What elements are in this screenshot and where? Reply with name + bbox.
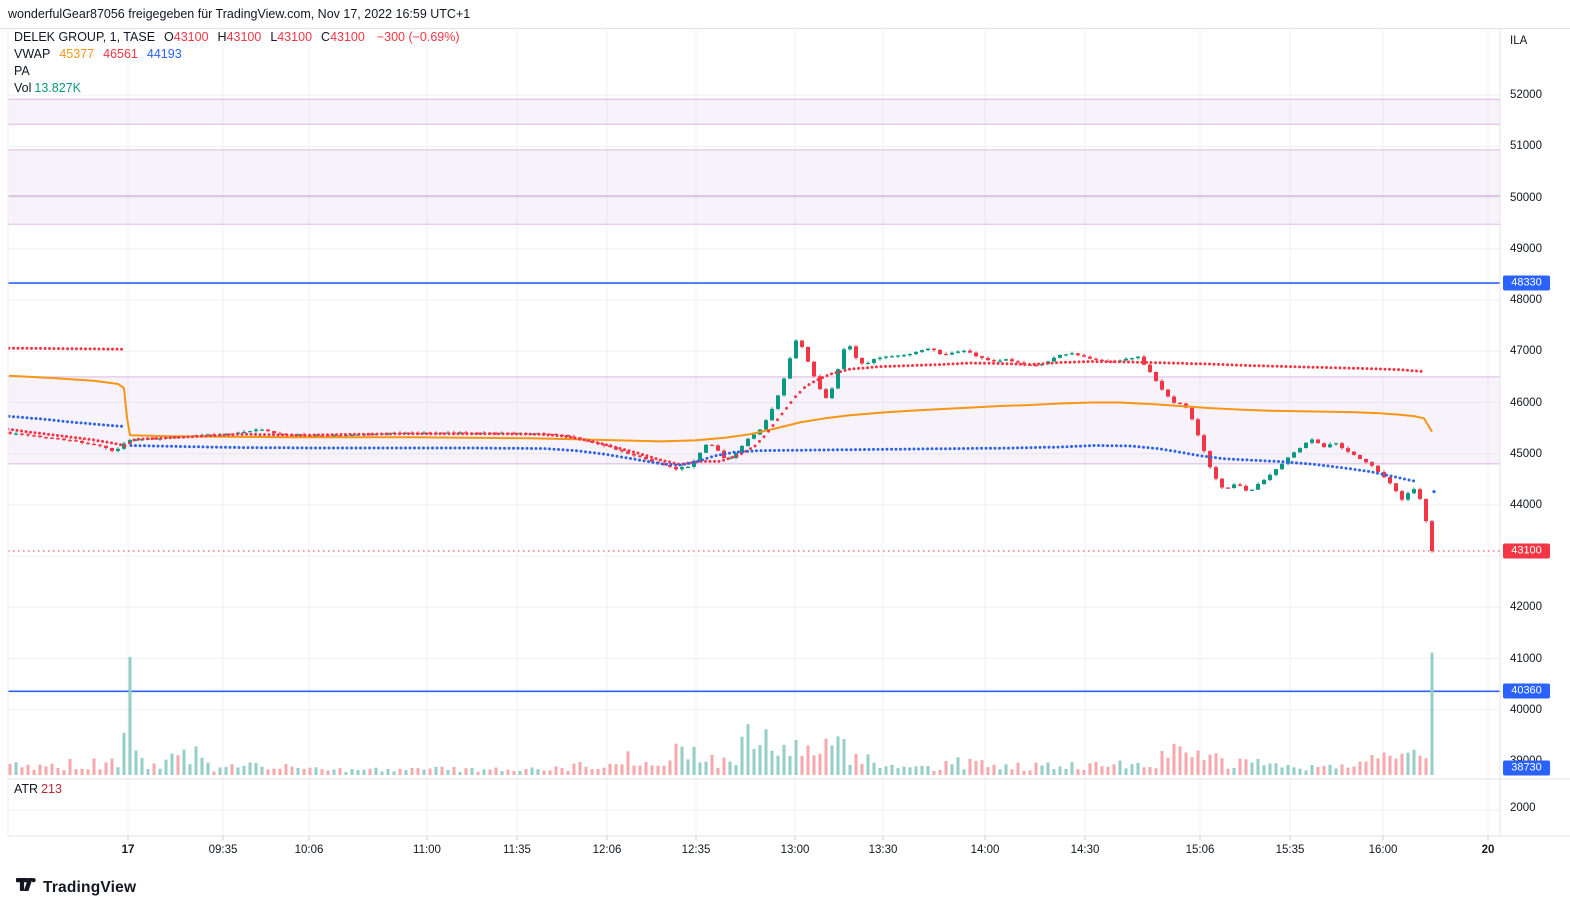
ohlc-value: 43100 <box>277 30 313 44</box>
price-axis-label: 49000 <box>1510 242 1542 255</box>
vwap-value: 46561 <box>103 47 138 61</box>
ohlc-value: 43100 <box>226 30 262 44</box>
atr-value: 213 <box>41 782 62 796</box>
time-axis-label: 15:35 <box>1275 844 1305 856</box>
price-axis-label: 41000 <box>1510 652 1542 665</box>
vwap-label: VWAP <box>14 47 51 61</box>
time-axis-label: 13:30 <box>868 844 898 856</box>
time-axis-label: 14:30 <box>1070 844 1100 856</box>
purple-bands-layer <box>8 98 1500 465</box>
pa-dotted-layer <box>8 346 1436 494</box>
price-badge-48330: 48330 <box>1503 275 1550 291</box>
pa-label: PA <box>14 64 30 78</box>
price-axis-label: 40000 <box>1510 703 1542 716</box>
ohlc-key: H <box>217 30 227 44</box>
ohlc-values: O43100 H43100 L43100 C43100 <box>158 30 368 44</box>
ohlc-key: C <box>321 30 331 44</box>
vwap-values: 45377 46561 44193 <box>53 47 184 61</box>
tradingview-brand-text: TradingView <box>43 878 137 896</box>
pane-borders-layer <box>7 28 1570 837</box>
ohlc-key: O <box>164 30 174 44</box>
legend-pa-row[interactable]: PA <box>14 64 33 78</box>
price-axis-label: 51000 <box>1510 140 1542 153</box>
price-axis-label: 45000 <box>1510 447 1542 460</box>
price-badge-40360: 40360 <box>1503 683 1550 699</box>
price-axis-label: 52000 <box>1510 89 1542 102</box>
disclaimer-text: wonderfulGear87056 freigegeben für Tradi… <box>8 7 471 21</box>
change-value: −300 (−0.69%) <box>376 30 460 44</box>
header-separator <box>0 28 1570 29</box>
currency-label: ILA <box>1510 35 1528 47</box>
price-axis-label: 50000 <box>1510 191 1542 204</box>
volume-value: 13.827K <box>34 81 81 95</box>
tradingview-logo[interactable]: TradingView <box>16 878 136 897</box>
time-axis-label: 12:35 <box>681 844 711 856</box>
time-axis-label: 10:06 <box>294 844 324 856</box>
time-axis-label: 20 <box>1481 844 1495 856</box>
gridlines-layer <box>8 28 1500 840</box>
price-badge-38730: 38730 <box>1503 760 1550 776</box>
vwap-value: 44193 <box>146 47 182 61</box>
legend-vwap-row[interactable]: VWAP 45377 46561 44193 <box>14 47 188 61</box>
ohlc-value: 43100 <box>330 30 365 44</box>
vwap-value: 45377 <box>59 47 95 61</box>
time-axis-label: 15:06 <box>1185 844 1215 856</box>
volume-label: Vol <box>14 81 32 95</box>
legend-volume-row[interactable]: Vol 13.827K <box>14 81 84 95</box>
time-axis-label: 11:00 <box>413 844 441 856</box>
price-axis-label: 47000 <box>1510 345 1542 358</box>
atr-label: ATR <box>14 782 39 796</box>
price-axis-label: 48000 <box>1510 294 1542 306</box>
time-axis-label: 14:00 <box>970 844 1000 856</box>
time-axis-label: 16:00 <box>1368 844 1398 856</box>
ohlc-key: L <box>270 30 278 44</box>
price-badge-43100: 43100 <box>1503 543 1550 559</box>
time-axis-label: 12:06 <box>592 844 622 856</box>
time-axis-label: 13:00 <box>780 844 810 856</box>
ohlc-value: 43100 <box>173 30 209 44</box>
legend-symbol-row[interactable]: DELEK GROUP, 1, TASE O43100 H43100 L43100 C4… <box>14 30 463 44</box>
price-axis-label: 46000 <box>1510 396 1542 409</box>
symbol-title: DELEK GROUP, 1, TASE <box>14 30 156 44</box>
time-axis-label: 17 <box>121 844 135 856</box>
time-axis-label: 09:35 <box>208 844 238 856</box>
price-axis-label: 44000 <box>1510 498 1542 511</box>
price-axis-label: 42000 <box>1510 601 1542 614</box>
atr-scale-label: 2000 <box>1510 802 1536 814</box>
price-lines-layer <box>8 282 1500 693</box>
legend-atr-row[interactable]: ATR 213 <box>14 782 65 796</box>
tradingview-logo-icon <box>16 878 36 891</box>
volume-bars-layer <box>8 652 1434 775</box>
time-axis-label: 11:35 <box>503 844 531 856</box>
